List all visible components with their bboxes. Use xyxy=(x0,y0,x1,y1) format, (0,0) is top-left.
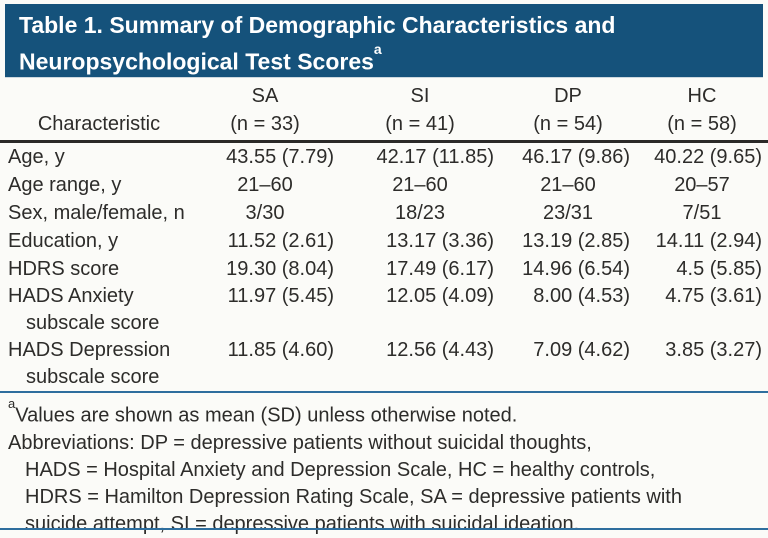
table-row-sex: Sex, male/female, n 3/30 18/23 23/31 7/5… xyxy=(0,199,768,227)
table-title-line1: Table 1. Summary of Demographic Characte… xyxy=(19,12,616,38)
row-label: Age range, y xyxy=(8,174,122,196)
cell-value: 11.52 (2.61) xyxy=(227,230,334,252)
row-label-line1: HADS Anxiety xyxy=(8,285,134,307)
cell-value: 14.11 (2.94) xyxy=(655,230,762,252)
cell-value: 3.85 (3.27) xyxy=(665,339,762,361)
cell-value: 8.00 (4.53) xyxy=(533,285,630,307)
table-row-age-range: Age range, y 21–60 21–60 21–60 20–57 xyxy=(0,171,768,199)
cell-value: 21–60 xyxy=(540,174,596,196)
row-label-line2: subscale score xyxy=(26,312,160,334)
row-label-line2: subscale score xyxy=(26,366,160,388)
footnote-abbreviations-line2: HADS = Hospital Anxiety and Depression S… xyxy=(25,458,656,481)
table-row-hads-depression: HADS Depression subscale score 11.85 (4.… xyxy=(0,337,768,391)
cell-value: 46.17 (9.86) xyxy=(522,146,630,168)
footnote-abbreviations-line3: HDRS = Hamilton Depression Rating Scale,… xyxy=(25,485,682,508)
cell-value: 11.97 (5.45) xyxy=(227,285,334,307)
cell-value: 21–60 xyxy=(237,174,293,196)
cell-value: 43.55 (7.79) xyxy=(226,146,334,168)
row-label: HDRS score xyxy=(8,258,120,280)
footnote-abbreviations-line1: Abbreviations: DP = depressive patients … xyxy=(8,431,592,454)
table-row-hdrs: HDRS score 19.30 (8.04) 17.49 (6.17) 14.… xyxy=(0,255,768,283)
cell-value: 4.75 (3.61) xyxy=(665,285,762,307)
footnote-values-text: Values are shown as mean (SD) unless oth… xyxy=(15,404,518,427)
row-label: Sex, male/female, n xyxy=(8,202,185,224)
footnote-abbreviations-line4: suicide attempt, SI = depressive patient… xyxy=(25,512,580,535)
cell-value: 4.5 (5.85) xyxy=(676,258,762,280)
table-content: SA SI DP HC Characteristic (n = 33) (n =… xyxy=(0,78,768,391)
cell-value: 7/51 xyxy=(682,202,722,224)
cell-value: 20–57 xyxy=(674,174,730,196)
bottom-border-rule xyxy=(0,528,768,530)
table-footnotes: aValues are shown as mean (SD) unless ot… xyxy=(8,396,762,538)
row-label: Age, y xyxy=(8,146,65,168)
table-title-line2: Neuropsychological Test Scores xyxy=(19,48,374,75)
cell-value: 11.85 (4.60) xyxy=(227,339,334,361)
cell-value: 14.96 (6.54) xyxy=(522,258,630,280)
footnote-values: aValues are shown as mean (SD) unless ot… xyxy=(8,396,762,430)
table-row-education: Education, y 11.52 (2.61) 13.17 (3.36) 1… xyxy=(0,227,768,255)
cell-value: 21–60 xyxy=(392,174,448,196)
spacer-cell xyxy=(0,78,190,108)
cell-value: 18/23 xyxy=(394,202,446,224)
row-label: HADS Depression subscale score xyxy=(0,337,190,391)
cell-value: 12.56 (4.43) xyxy=(386,339,494,361)
col-n-dp: (n = 54) xyxy=(500,108,636,143)
cell-value: 13.17 (3.36) xyxy=(386,230,494,252)
cell-value: 7.09 (4.62) xyxy=(533,339,630,361)
cell-value: 13.19 (2.85) xyxy=(522,230,630,252)
table-row-age: Age, y 43.55 (7.79) 42.17 (11.85) 46.17 … xyxy=(0,142,768,172)
col-header-hc: HC xyxy=(687,85,717,107)
col-n-hc: (n = 58) xyxy=(636,108,768,143)
row-header-label: Characteristic xyxy=(0,108,190,143)
col-header-sa: SA xyxy=(251,85,279,107)
column-abbr-row: SA SI DP HC xyxy=(0,78,768,108)
cell-value: 3/30 xyxy=(245,202,285,224)
table-row-hads-anxiety: HADS Anxiety subscale score 11.97 (5.45)… xyxy=(0,283,768,337)
column-n-row: Characteristic (n = 33) (n = 41) (n = 54… xyxy=(0,108,768,143)
col-n-sa: (n = 33) xyxy=(190,108,340,143)
cell-value: 19.30 (8.04) xyxy=(226,258,334,280)
col-header-dp: DP xyxy=(554,85,582,107)
row-label: Education, y xyxy=(8,230,119,252)
col-n-si: (n = 41) xyxy=(340,108,500,143)
cell-value: 12.05 (4.09) xyxy=(386,285,494,307)
demographics-table: SA SI DP HC Characteristic (n = 33) (n =… xyxy=(0,78,768,391)
row-label-line1: HADS Depression xyxy=(8,339,171,361)
table-title-band: Table 1. Summary of Demographic Characte… xyxy=(5,4,763,78)
col-header-si: SI xyxy=(410,85,430,107)
cell-value: 42.17 (11.85) xyxy=(376,146,495,168)
cell-value: 40.22 (9.65) xyxy=(654,146,762,168)
cell-value: 17.49 (6.17) xyxy=(386,258,494,280)
footnote-divider-rule xyxy=(0,391,768,393)
cell-value: 23/31 xyxy=(542,202,594,224)
footnote-marker: a xyxy=(8,396,16,411)
title-footnote-marker: a xyxy=(373,41,382,57)
row-label: HADS Anxiety subscale score xyxy=(0,283,190,337)
